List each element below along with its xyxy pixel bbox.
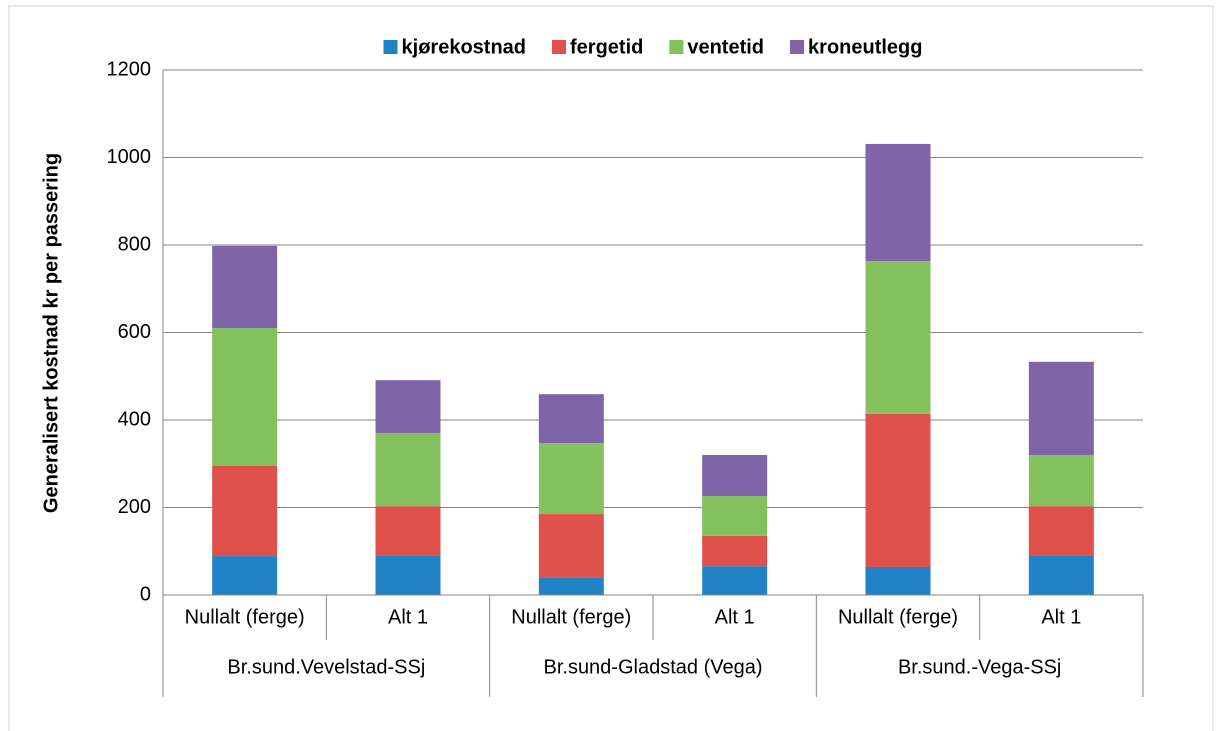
bar-segment	[375, 380, 441, 434]
bar-segment	[375, 555, 441, 595]
x-tick-label: Nullalt (ferge)	[511, 606, 631, 628]
y-tick-label: 800	[118, 233, 151, 255]
y-tick-label: 600	[118, 321, 151, 343]
y-axis-label: Generalisert kostnad kr per passering	[40, 153, 62, 513]
bar-segment	[538, 443, 604, 515]
bar-segment	[538, 577, 604, 595]
legend-label: kroneutlegg	[808, 36, 922, 58]
legend-swatch	[790, 40, 805, 54]
bar-segment	[212, 465, 278, 557]
bar-segment	[865, 413, 931, 567]
group-label: Br.sund.Vevelstad-SSj	[227, 656, 425, 678]
bar-segment	[865, 261, 931, 414]
bar-segment	[375, 506, 441, 556]
legend-label: kjørekostnad	[402, 36, 526, 58]
x-tick-label: Alt 1	[1041, 606, 1081, 628]
bar-segment	[212, 328, 278, 466]
bar-segment	[865, 567, 931, 595]
y-tick-label: 200	[118, 496, 151, 518]
legend-swatch	[552, 40, 566, 54]
y-tick-label: 1200	[107, 58, 152, 80]
bar-segment	[1028, 361, 1094, 455]
legend-label: ventetid	[687, 36, 764, 58]
y-tick-label: 1000	[107, 146, 152, 168]
group-label: Br.sund-Gladstad (Vega)	[543, 656, 762, 678]
bar-segment	[702, 535, 768, 567]
y-tick-label: 400	[118, 408, 151, 430]
bar-segment	[212, 556, 278, 595]
chart-frame	[8, 5, 1214, 731]
x-tick-label: Nullalt (ferge)	[838, 606, 958, 628]
bar-segment	[212, 245, 278, 329]
x-tick-label: Alt 1	[388, 606, 428, 628]
legend: kjørekostnad fergetid ventetid kroneutlegg	[383, 36, 922, 58]
bar-segment	[1028, 455, 1094, 507]
x-tick-label: Alt 1	[715, 606, 755, 628]
bar-segment	[702, 455, 768, 497]
bar-segment	[375, 433, 441, 507]
legend-swatch	[669, 40, 684, 54]
x-tick-label: Nullalt (ferge)	[185, 606, 305, 628]
bar-segment	[1028, 506, 1094, 556]
legend-swatch	[383, 40, 398, 54]
bar-segment	[1028, 555, 1094, 595]
bar-segment	[702, 496, 768, 536]
legend-label: fergetid	[570, 36, 643, 58]
y-tick-label: 0	[140, 583, 151, 605]
bar-segment	[538, 394, 604, 444]
bar-segment	[702, 566, 768, 595]
group-label: Br.sund.-Vega-SSj	[898, 656, 1061, 678]
bar-segment	[865, 143, 931, 262]
bar-segment	[538, 514, 604, 578]
